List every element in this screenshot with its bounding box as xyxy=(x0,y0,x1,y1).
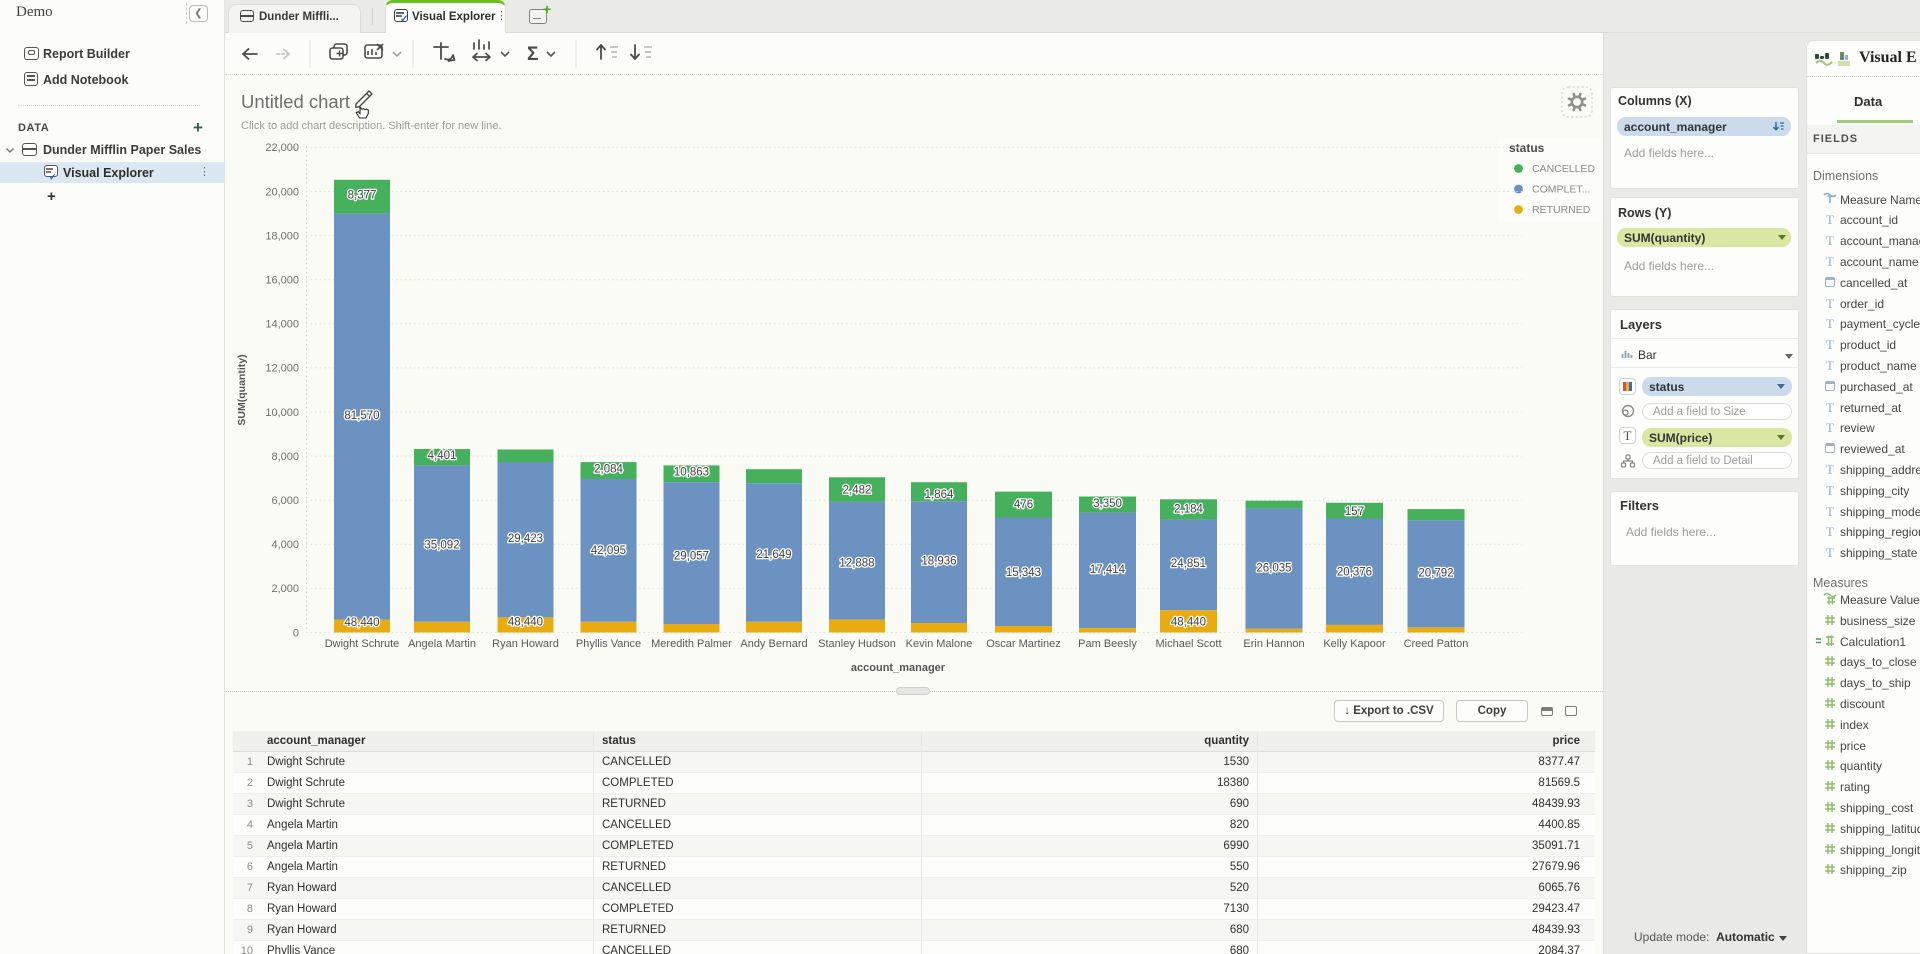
svg-text:Erin Hannon: Erin Hannon xyxy=(1243,638,1304,650)
svg-text:Dwight Schrute: Dwight Schrute xyxy=(325,638,400,650)
svg-text:6,000: 6,000 xyxy=(271,495,299,507)
svg-text:10,863: 10,863 xyxy=(674,466,709,478)
svg-text:8,000: 8,000 xyxy=(271,451,299,463)
svg-text:Kevin Malone: Kevin Malone xyxy=(906,638,973,650)
svg-text:SUM(quantity): SUM(quantity) xyxy=(236,354,248,425)
svg-text:3,350: 3,350 xyxy=(1093,498,1122,510)
svg-text:0: 0 xyxy=(293,627,299,639)
svg-text:12,000: 12,000 xyxy=(265,363,299,375)
svg-text:20,376: 20,376 xyxy=(1337,567,1372,579)
svg-text:29,423: 29,423 xyxy=(508,533,543,545)
svg-text:48,440: 48,440 xyxy=(344,617,379,629)
svg-text:81,570: 81,570 xyxy=(344,410,379,422)
svg-text:Oscar Martinez: Oscar Martinez xyxy=(986,638,1061,650)
svg-text:15,343: 15,343 xyxy=(1006,567,1041,579)
svg-text:2,184: 2,184 xyxy=(1174,503,1203,515)
svg-text:20,792: 20,792 xyxy=(1418,568,1453,580)
svg-text:Σ: Σ xyxy=(527,44,538,65)
svg-text:29,057: 29,057 xyxy=(674,550,709,562)
svg-text:2,482: 2,482 xyxy=(843,484,872,496)
svg-text:1,864: 1,864 xyxy=(925,489,954,501)
svg-text:22,000: 22,000 xyxy=(265,142,299,154)
svg-text:4,401: 4,401 xyxy=(428,450,457,462)
svg-text:4,000: 4,000 xyxy=(271,539,299,551)
svg-text:CANCELLED: CANCELLED xyxy=(1532,163,1595,175)
svg-text:COMPLET...: COMPLET... xyxy=(1532,184,1590,196)
svg-text:18,000: 18,000 xyxy=(265,230,299,242)
svg-text:48,440: 48,440 xyxy=(508,617,543,629)
svg-text:Angela Martin: Angela Martin xyxy=(408,638,476,650)
svg-text:8,377: 8,377 xyxy=(348,190,377,202)
svg-text:Meredith Palmer: Meredith Palmer xyxy=(651,638,732,650)
svg-text:17,414: 17,414 xyxy=(1090,564,1126,576)
svg-text:12,888: 12,888 xyxy=(839,557,874,569)
svg-text:Andy Bernard: Andy Bernard xyxy=(740,638,807,650)
svg-text:Click to add chart description: Click to add chart description. Shift-en… xyxy=(241,120,501,132)
svg-text:48,440: 48,440 xyxy=(1171,616,1206,628)
svg-text:RETURNED: RETURNED xyxy=(1532,204,1591,216)
svg-text:Michael Scott: Michael Scott xyxy=(1155,638,1221,650)
svg-text:Kelly Kapoor: Kelly Kapoor xyxy=(1323,638,1386,650)
svg-text:2,000: 2,000 xyxy=(271,583,299,595)
svg-text:21,649: 21,649 xyxy=(756,549,791,561)
svg-text:account_manager: account_manager xyxy=(851,662,946,674)
svg-text:2,084: 2,084 xyxy=(594,464,623,476)
svg-text:35,092: 35,092 xyxy=(424,539,459,551)
svg-text:16,000: 16,000 xyxy=(265,275,299,287)
svg-text:Phyllis Vance: Phyllis Vance xyxy=(576,638,641,650)
svg-text:157: 157 xyxy=(1345,506,1364,518)
svg-text:Untitled chart: Untitled chart xyxy=(241,91,350,112)
svg-text:24,851: 24,851 xyxy=(1171,558,1206,570)
svg-text:Creed Patton: Creed Patton xyxy=(1404,638,1469,650)
svg-text:42,095: 42,095 xyxy=(591,545,626,557)
svg-text:26,035: 26,035 xyxy=(1256,563,1291,575)
svg-text:10,000: 10,000 xyxy=(265,407,299,419)
svg-text:476: 476 xyxy=(1014,499,1033,511)
svg-text:18,936: 18,936 xyxy=(921,556,956,568)
svg-text:Pam Beesly: Pam Beesly xyxy=(1078,638,1137,650)
svg-text:status: status xyxy=(1509,141,1545,155)
svg-text:14,000: 14,000 xyxy=(265,319,299,331)
svg-text:Stanley Hudson: Stanley Hudson xyxy=(818,638,896,650)
svg-text:20,000: 20,000 xyxy=(265,186,299,198)
svg-text:Ryan Howard: Ryan Howard xyxy=(492,638,559,650)
